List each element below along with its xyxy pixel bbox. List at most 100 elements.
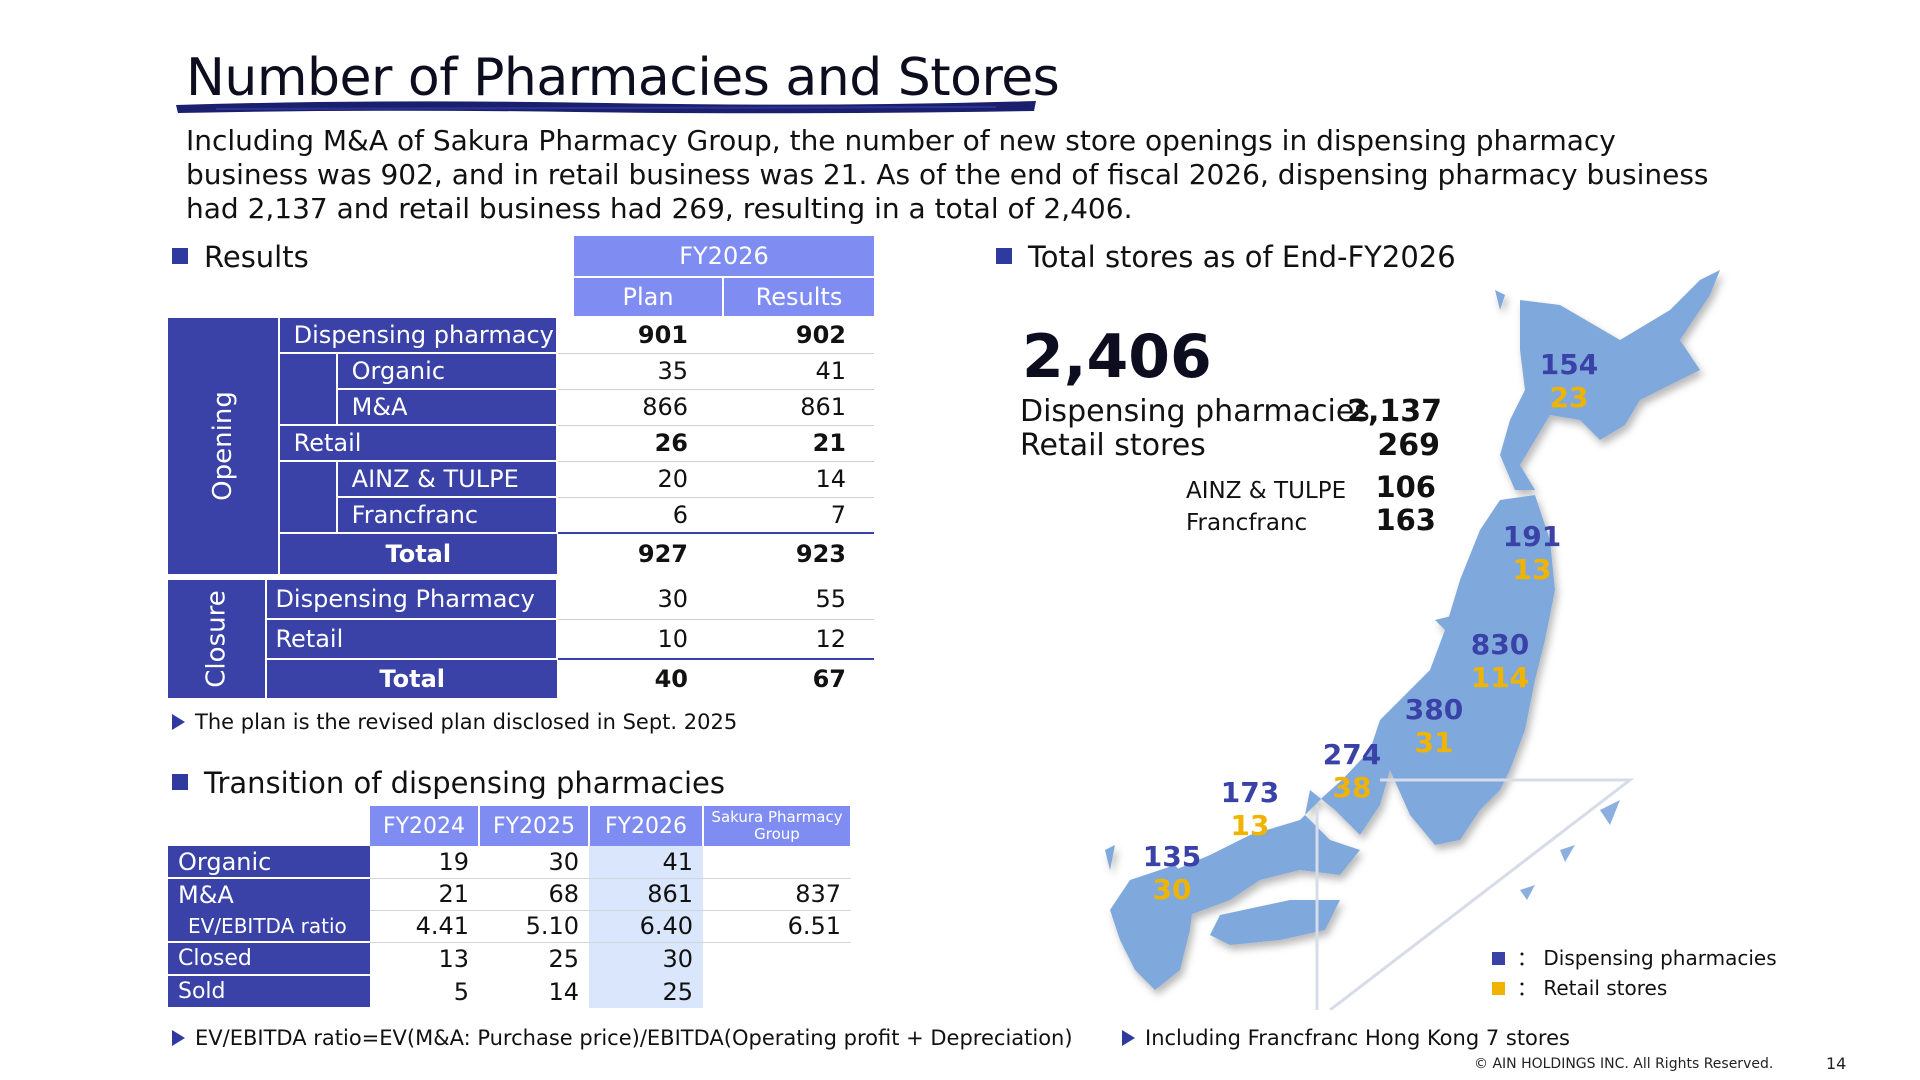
tt-sold-label: Sold (168, 975, 370, 1009)
tt-ma-fy2026: 861 (589, 878, 703, 911)
kanto-values: 830 114 (1460, 628, 1540, 694)
tt-closed-fy2026: 30 (589, 942, 703, 975)
legend-dispensing: ： Dispensing pharmacies (1492, 942, 1777, 971)
tt-organic-fy2026: 41 (589, 846, 703, 879)
triangle-bullet-icon (172, 1030, 185, 1046)
tt-ev-sakura: 6.51 (703, 910, 851, 943)
tt-ev-label: EV/EBITDA ratio (168, 910, 370, 943)
results-header: Results (723, 277, 874, 316)
legend-retail: ： Retail stores (1492, 972, 1667, 1001)
tt-sold-fy2024: 5 (453, 977, 469, 1006)
chubu-dispensing: 380 (1404, 693, 1464, 726)
ma-result: 861 (716, 389, 874, 426)
francfranc-total-value: 163 (1375, 503, 1436, 537)
tt-ma-fy2024: 21 (370, 878, 479, 911)
dispensing-result: 902 (716, 318, 874, 354)
hokkaido-values: 154 23 (1529, 348, 1609, 414)
opening-label-cell: Opening (168, 318, 280, 574)
closure-total-result: 67 (812, 665, 846, 693)
intro-paragraph: Including M&A of Sakura Pharmacy Group, … (186, 124, 1709, 225)
tt-sold-fy2026: 25 (589, 975, 703, 1008)
fy2026-header: FY2026 (589, 806, 704, 846)
opening-total-plan: 927 (637, 540, 688, 568)
square-bullet-icon (172, 774, 188, 790)
closure-dispensing-result: 55 (716, 580, 874, 620)
title-brush-underline (176, 101, 1036, 114)
kinki-retail: 38 (1332, 771, 1372, 804)
results-heading: Results (172, 240, 309, 274)
opening-total-result: 923 (795, 540, 846, 568)
retail-total-label: Retail stores (1020, 428, 1206, 463)
chugoku-retail: 13 (1230, 809, 1270, 842)
dispensing-swatch-icon (1492, 952, 1505, 965)
ainz-tulpe-label: AINZ & TULPE (336, 461, 559, 498)
closure-total-label: Total (266, 659, 557, 698)
ma-plan: 866 (557, 389, 716, 426)
closure-dispensing-plan: 30 (557, 580, 716, 620)
francfranc-plan: 6 (557, 497, 716, 534)
closure-table: Closure Dispensing Pharmacy 30 55 Retail… (168, 580, 874, 698)
tt-closed-sakura (703, 942, 851, 975)
fy2025-header: FY2025 (479, 806, 590, 846)
kinki-dispensing: 274 (1322, 738, 1382, 771)
square-bullet-icon (996, 248, 1012, 264)
dispensing-plan: 901 (557, 318, 716, 354)
retail-total-value: 269 (1377, 428, 1440, 463)
tt-closed-fy2025: 25 (548, 944, 579, 973)
transition-table: FY2024 FY2025 FY2026 Sakura Pharmacy Gro… (168, 806, 852, 1009)
chubu-retail: 31 (1414, 726, 1454, 759)
triangle-bullet-icon (1122, 1030, 1135, 1046)
kyushu-values: 135 30 (1132, 840, 1212, 906)
fy2026-header: FY2026 (574, 236, 874, 278)
chugoku-dispensing: 173 (1220, 776, 1280, 809)
francfranc-result: 7 (716, 497, 874, 534)
sakura-header: Sakura Pharmacy Group (703, 806, 852, 846)
hokkaido-retail: 23 (1549, 381, 1589, 414)
francfranc-hk-note: Including Francfranc Hong Kong 7 stores (1122, 1026, 1570, 1050)
organic-result: 41 (716, 353, 874, 390)
ainz-plan: 20 (557, 461, 716, 498)
transition-heading: Transition of dispensing pharmacies (172, 766, 725, 800)
kanto-retail: 114 (1470, 661, 1530, 694)
tt-closed-label: Closed (168, 942, 370, 976)
tt-organic-fy2024: 19 (370, 846, 479, 879)
dispensing-total-label: Dispensing pharmacies (1020, 394, 1370, 429)
tt-sold-sakura (703, 975, 851, 1008)
dispensing-pharmacy-label: Dispensing pharmacy (278, 318, 559, 354)
francfranc-label: Francfranc (336, 497, 559, 534)
tt-organic-fy2025: 30 (479, 846, 589, 879)
japan-map (1105, 270, 1720, 1010)
dispensing-total-value: 2,137 (1347, 394, 1442, 429)
ainz-tulpe-total-label: AINZ & TULPE (1186, 478, 1347, 504)
kyushu-retail: 30 (1152, 873, 1192, 906)
plan-header: Plan (574, 277, 724, 316)
fy2024-header: FY2024 (370, 806, 480, 846)
closure-label-cell: Closure (168, 580, 268, 698)
kyushu-dispensing: 135 (1142, 840, 1202, 873)
tt-organic-sakura (703, 846, 851, 879)
triangle-bullet-icon (172, 714, 185, 730)
total-stores-heading: Total stores as of End-FY2026 (996, 240, 1456, 274)
retail-swatch-icon (1492, 982, 1505, 995)
page-title: Number of Pharmacies and Stores (186, 48, 1060, 108)
total-stores-value: 2,406 (1022, 322, 1212, 392)
tt-ev-fy2025: 5.10 (479, 910, 589, 943)
plan-note: The plan is the revised plan disclosed i… (172, 710, 737, 734)
francfranc-total-label: Francfranc (1186, 510, 1308, 536)
tt-ma-fy2025: 68 (479, 878, 589, 911)
organic-label: Organic (336, 353, 559, 390)
square-bullet-icon (172, 248, 188, 264)
closure-label: Closure (201, 590, 232, 688)
results-header-table: FY2026 Plan Results (574, 236, 874, 316)
retail-label: Retail (278, 425, 559, 462)
tt-ma-label: M&A (168, 878, 370, 910)
chugoku-values: 173 13 (1210, 776, 1290, 842)
closure-retail-label: Retail (266, 619, 558, 660)
tohoku-values: 191 13 (1492, 520, 1572, 586)
tohoku-dispensing: 191 (1502, 520, 1562, 553)
ma-label: M&A (336, 389, 559, 426)
ev-ebitda-note: EV/EBITDA ratio=EV(M&A: Purchase price)/… (172, 1026, 1073, 1050)
closure-dispensing-label: Dispensing Pharmacy (266, 580, 558, 620)
opening-table: Opening Dispensing pharmacy 901 902 Orga… (168, 318, 874, 574)
ainz-result: 14 (716, 461, 874, 498)
